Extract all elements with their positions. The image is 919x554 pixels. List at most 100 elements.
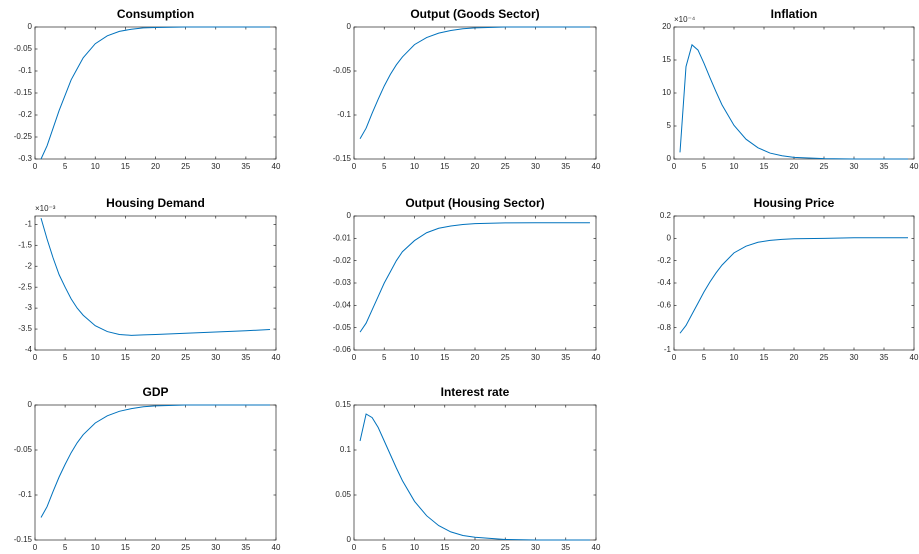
y-tick-label: -0.2 bbox=[18, 110, 32, 119]
y-tick-label: -1 bbox=[25, 219, 33, 228]
x-tick-label: 25 bbox=[181, 162, 190, 171]
y-tick-label: -0.4 bbox=[657, 278, 671, 287]
y-tick-label: 0 bbox=[28, 22, 33, 31]
x-tick-label: 15 bbox=[440, 162, 449, 171]
data-line bbox=[359, 26, 590, 140]
y-tick-label: 0 bbox=[347, 22, 352, 31]
x-tick-label: 5 bbox=[702, 162, 707, 171]
x-tick-label: 0 bbox=[352, 543, 357, 552]
axes-box bbox=[673, 26, 915, 160]
x-tick-label: 40 bbox=[592, 353, 601, 362]
x-tick-label: 10 bbox=[410, 162, 419, 171]
x-tick-label: 10 bbox=[410, 353, 419, 362]
x-tick-label: 10 bbox=[730, 162, 739, 171]
x-tick-label: 20 bbox=[151, 543, 160, 552]
y-tick-label: -0.6 bbox=[657, 300, 671, 309]
y-tick-label: -0.2 bbox=[657, 256, 671, 265]
y-tick-label: -0.02 bbox=[333, 256, 352, 265]
x-tick-label: 40 bbox=[592, 543, 601, 552]
subplot-title: Interest rate bbox=[441, 385, 510, 399]
x-tick-label: 35 bbox=[241, 543, 250, 552]
subplot-title: GDP bbox=[142, 385, 168, 399]
x-tick-label: 10 bbox=[91, 543, 100, 552]
x-tick-label: 35 bbox=[561, 353, 570, 362]
subplot-title: Output (Housing Sector) bbox=[405, 196, 544, 210]
subplot-title: Output (Goods Sector) bbox=[410, 7, 539, 21]
x-tick-label: 30 bbox=[211, 543, 220, 552]
y-tick-label: 0.2 bbox=[660, 211, 672, 220]
x-tick-label: 10 bbox=[91, 162, 100, 171]
x-tick-label: 0 bbox=[33, 162, 38, 171]
x-tick-label: 20 bbox=[790, 162, 799, 171]
x-tick-label: 0 bbox=[352, 353, 357, 362]
x-tick-label: 10 bbox=[91, 353, 100, 362]
x-tick-label: 25 bbox=[820, 162, 829, 171]
x-tick-label: 35 bbox=[880, 353, 889, 362]
y-tick-label: 0 bbox=[347, 535, 352, 544]
x-tick-label: 5 bbox=[382, 353, 387, 362]
subplot-title: Inflation bbox=[771, 7, 818, 21]
y-tick-label: 15 bbox=[662, 55, 671, 64]
x-tick-label: 25 bbox=[501, 353, 510, 362]
x-tick-label: 40 bbox=[910, 353, 919, 362]
axes-box bbox=[353, 26, 597, 160]
y-tick-label: -3 bbox=[25, 303, 33, 312]
data-line bbox=[359, 222, 590, 333]
x-tick-label: 20 bbox=[151, 353, 160, 362]
axes-box bbox=[353, 404, 597, 541]
x-tick-label: 35 bbox=[880, 162, 889, 171]
y-tick-label: 0.05 bbox=[335, 490, 351, 499]
x-tick-label: 25 bbox=[181, 543, 190, 552]
subplot-title: Housing Demand bbox=[106, 196, 205, 210]
x-tick-label: 30 bbox=[211, 162, 220, 171]
y-tick-label: -2 bbox=[25, 261, 33, 270]
y-tick-label: 5 bbox=[667, 121, 672, 130]
x-tick-label: 20 bbox=[471, 162, 480, 171]
x-tick-label: 0 bbox=[33, 353, 38, 362]
y-tick-label: -0.8 bbox=[657, 323, 671, 332]
x-tick-label: 40 bbox=[592, 162, 601, 171]
y-tick-label: 0 bbox=[667, 154, 672, 163]
axes-box bbox=[34, 26, 277, 160]
x-tick-label: 5 bbox=[382, 543, 387, 552]
y-tick-label: -0.15 bbox=[14, 88, 33, 97]
axes-box bbox=[353, 215, 597, 351]
data-line bbox=[40, 26, 270, 160]
x-tick-label: 20 bbox=[790, 353, 799, 362]
x-tick-label: 25 bbox=[820, 353, 829, 362]
y-tick-label: 0 bbox=[28, 400, 33, 409]
data-line bbox=[40, 404, 270, 518]
x-tick-label: 5 bbox=[63, 353, 68, 362]
data-line bbox=[679, 43, 908, 160]
y-tick-label: -0.1 bbox=[18, 66, 32, 75]
x-tick-label: 30 bbox=[531, 353, 540, 362]
y-tick-label: -0.15 bbox=[333, 154, 352, 163]
y-tick-label: -0.03 bbox=[333, 278, 352, 287]
y-tick-label: -0.06 bbox=[333, 345, 352, 354]
x-tick-label: 15 bbox=[440, 353, 449, 362]
subplot-title: Housing Price bbox=[754, 196, 835, 210]
x-tick-label: 40 bbox=[272, 162, 281, 171]
y-multiplier: ×10⁻³ bbox=[35, 204, 56, 213]
y-tick-label: -0.05 bbox=[333, 323, 352, 332]
y-tick-label: -0.05 bbox=[14, 445, 33, 454]
x-tick-label: 0 bbox=[672, 353, 677, 362]
y-tick-label: -3.5 bbox=[18, 324, 32, 333]
y-tick-label: -0.3 bbox=[18, 154, 32, 163]
y-tick-label: -0.1 bbox=[18, 490, 32, 499]
x-tick-label: 25 bbox=[181, 353, 190, 362]
x-tick-label: 30 bbox=[531, 162, 540, 171]
y-tick-label: 0 bbox=[347, 211, 352, 220]
x-tick-label: 35 bbox=[561, 543, 570, 552]
x-tick-label: 30 bbox=[850, 162, 859, 171]
x-tick-label: 15 bbox=[440, 543, 449, 552]
x-tick-label: 5 bbox=[382, 162, 387, 171]
x-tick-label: 20 bbox=[151, 162, 160, 171]
y-tick-label: -0.25 bbox=[14, 132, 33, 141]
x-tick-label: 10 bbox=[410, 543, 419, 552]
y-tick-label: -0.05 bbox=[14, 44, 33, 53]
y-tick-label: 10 bbox=[662, 88, 671, 97]
x-tick-label: 40 bbox=[910, 162, 919, 171]
y-tick-label: 0.1 bbox=[340, 445, 352, 454]
y-tick-label: -4 bbox=[25, 345, 33, 354]
